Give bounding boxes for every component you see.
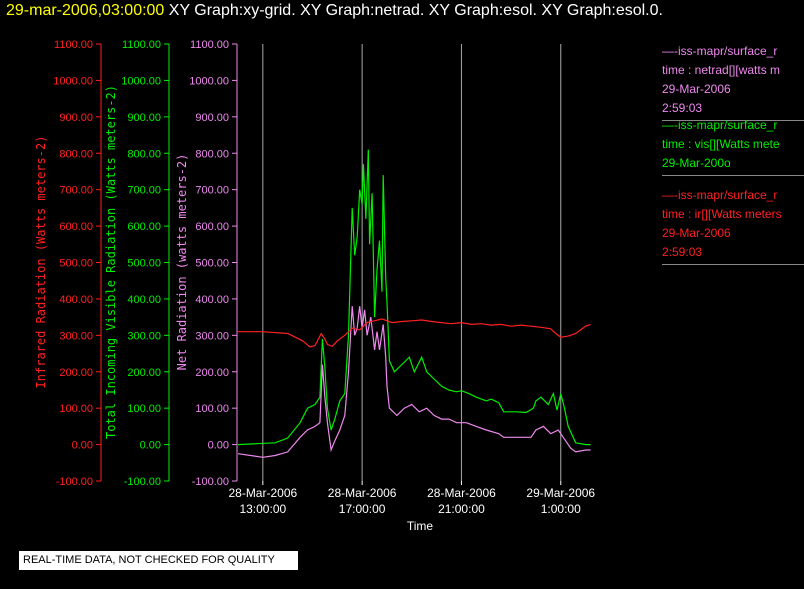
y-tick-label: 900.00: [195, 112, 229, 124]
legend-line: 2:59:03: [662, 245, 703, 259]
y-tick-label: 800.00: [127, 148, 161, 160]
x-tick-time: 17:00:00: [339, 502, 386, 516]
legend-line: time : vis[][Watts mete: [662, 137, 780, 151]
y-tick-label: 600.00: [127, 221, 161, 233]
y-tick-label: 700.00: [127, 185, 161, 197]
y-tick-label: 1100.00: [54, 39, 93, 51]
y-axis-title: Net Radiation (watts meters-2): [175, 154, 189, 371]
y-tick-label: -100.00: [192, 476, 229, 488]
y-tick-label: 200.00: [127, 367, 161, 379]
x-tick-time: 13:00:00: [239, 502, 286, 516]
window-title: 29-mar-2006,03:00:00 XY Graph:xy-grid. X…: [6, 2, 663, 20]
y-tick-label: -100.00: [56, 476, 93, 488]
x-tick-date: 28-Mar-2006: [328, 486, 397, 500]
y-tick-label: 900.00: [127, 112, 161, 124]
y-tick-label: 400.00: [59, 294, 93, 306]
y-tick-label: 0.00: [140, 440, 161, 452]
header-time: 29-mar-2006,03:00:00: [6, 2, 165, 19]
legend-separator: [662, 120, 804, 121]
y-tick-label: 600.00: [195, 221, 229, 233]
y-tick-label: 1000.00: [121, 75, 161, 87]
legend-line: 29-Mar-2006: [662, 226, 731, 240]
legend-line: 29-Mar-2006: [662, 82, 731, 96]
legend-line: 2:59:03: [662, 101, 703, 115]
y-tick-label: 300.00: [127, 330, 161, 342]
x-axis-title: Time: [407, 519, 434, 533]
legend-line: 29-Mar-200o: [662, 156, 731, 170]
y-axis-title: Total Incoming Visible Radiation (Watts …: [104, 85, 118, 439]
legend-line: time : netrad[][watts m: [662, 63, 781, 77]
y-tick-label: 1100.00: [122, 39, 161, 51]
y-tick-label: 700.00: [195, 185, 229, 197]
header-graph-list: XY Graph:xy-grid. XY Graph:netrad. XY Gr…: [164, 2, 663, 19]
y-tick-label: 1100.00: [190, 39, 229, 51]
legend-line: —-iss-mapr/surface_r: [662, 188, 778, 202]
y-tick-label: 700.00: [59, 185, 93, 197]
legend-line: time : ir[][Watts meters: [662, 207, 782, 221]
quality-notice: REAL-TIME DATA, NOT CHECKED FOR QUALITY: [19, 551, 298, 570]
legend-line: —-iss-mapr/surface_r: [662, 44, 778, 58]
y-tick-label: 100.00: [195, 403, 229, 415]
y-tick-label: 1000.00: [53, 75, 93, 87]
y-tick-label: 100.00: [59, 403, 93, 415]
y-tick-label: 500.00: [195, 258, 229, 270]
y-tick-label: 400.00: [127, 294, 161, 306]
series-line-net: [237, 306, 591, 458]
y-tick-label: 500.00: [127, 258, 161, 270]
y-tick-label: 800.00: [195, 148, 229, 160]
legend-separator: [662, 264, 804, 265]
y-tick-label: 300.00: [59, 330, 93, 342]
y-tick-label: 600.00: [59, 221, 93, 233]
x-tick-time: 1:00:00: [541, 502, 581, 516]
x-tick-date: 28-Mar-2006: [427, 486, 496, 500]
y-tick-label: 500.00: [59, 258, 93, 270]
y-tick-label: 1000.00: [189, 75, 229, 87]
y-tick-label: 400.00: [195, 294, 229, 306]
y-tick-label: 0.00: [72, 440, 93, 452]
y-tick-label: 200.00: [195, 367, 229, 379]
y-tick-label: 300.00: [195, 330, 229, 342]
y-tick-label: 200.00: [59, 367, 93, 379]
y-tick-label: 800.00: [59, 148, 93, 160]
x-tick-date: 28-Mar-2006: [228, 486, 297, 500]
y-tick-label: 900.00: [59, 112, 93, 124]
y-tick-label: 0.00: [208, 440, 229, 452]
x-tick-time: 21:00:00: [438, 502, 485, 516]
series-line-ir: [238, 318, 591, 348]
legend-line: —-iss-mapr/surface_r: [662, 118, 778, 132]
y-tick-label: 100.00: [127, 403, 161, 415]
y-axis-title: Infrared Radiation (Watts meters-2): [34, 136, 48, 389]
legend-separator: [662, 175, 804, 176]
x-tick-date: 29-Mar-2006: [526, 486, 595, 500]
y-tick-label: -100.00: [124, 476, 161, 488]
series-line-vis: [237, 149, 591, 446]
